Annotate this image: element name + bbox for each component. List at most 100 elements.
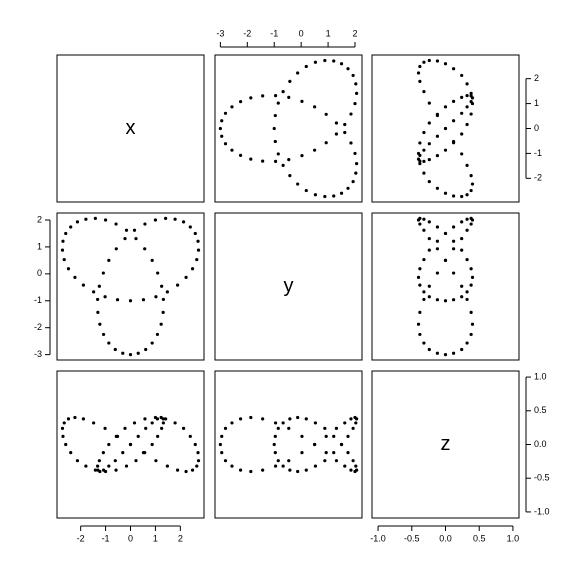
point [332,434,336,439]
point [249,415,253,420]
point [188,225,192,229]
point [150,258,154,262]
point [346,434,350,439]
point [465,217,469,221]
point [427,121,431,125]
x-tick-label: 0.0 [439,533,452,543]
point [416,157,421,161]
point [230,464,234,468]
point [276,152,280,156]
point [66,267,71,271]
point [223,111,228,115]
point [141,298,146,302]
panel [56,370,205,519]
point [354,82,358,86]
point [324,434,328,439]
point [418,310,422,314]
point [416,275,421,279]
point [220,434,224,439]
x-tick-label: -1 [102,533,110,543]
point [165,464,169,468]
point [435,134,440,138]
point [451,119,456,123]
point [287,426,291,430]
point [134,236,138,241]
point [273,139,277,144]
point [184,469,188,474]
point [418,267,422,271]
y-tick-label: -1 [534,148,542,158]
point [123,236,127,241]
point [93,468,97,472]
point [451,351,456,355]
point [443,299,448,303]
point [101,332,106,337]
point [273,94,278,98]
point [354,421,358,425]
point [451,298,456,302]
point [460,194,464,199]
y-tick-label: -0.5 [534,473,550,483]
point [427,347,431,352]
point [195,464,199,468]
point [465,105,469,109]
point [304,188,308,193]
point [443,258,448,262]
variable-label: z [441,433,451,455]
point [261,159,265,163]
point [351,459,355,463]
point [470,322,475,326]
point [422,297,426,302]
point [343,421,347,425]
point [355,468,359,472]
point [143,450,147,455]
point [422,290,426,294]
point [339,191,344,195]
point [351,179,355,184]
point [353,151,357,156]
point [349,417,353,421]
point [435,239,440,243]
point [465,228,469,232]
point [443,231,448,236]
point [193,442,197,447]
point [103,295,107,299]
point [465,163,469,167]
point [181,426,186,430]
point [193,231,197,236]
point [107,341,111,345]
point [121,450,125,455]
y-tick-label: 0 [534,123,539,133]
point [296,71,300,75]
point [223,459,228,463]
point [150,421,154,425]
point [249,96,253,100]
point [460,295,464,299]
point [304,468,308,472]
point [470,275,475,279]
point [418,64,422,69]
point [195,257,199,262]
point [144,426,148,430]
point [332,450,336,455]
point [84,217,88,221]
point [460,347,464,352]
point [334,132,339,136]
point [181,220,186,224]
point [422,148,426,152]
point [418,222,422,226]
point [173,217,177,221]
point [113,459,117,463]
point [196,450,200,455]
point [238,153,243,158]
y-tick-label: 0.5 [534,405,547,415]
point [460,248,464,252]
panel [56,54,205,203]
point [343,464,347,468]
panel [214,370,363,519]
point [107,258,111,262]
point [288,79,292,84]
variable-label: y [284,275,294,297]
point [339,62,344,66]
point [346,186,350,190]
